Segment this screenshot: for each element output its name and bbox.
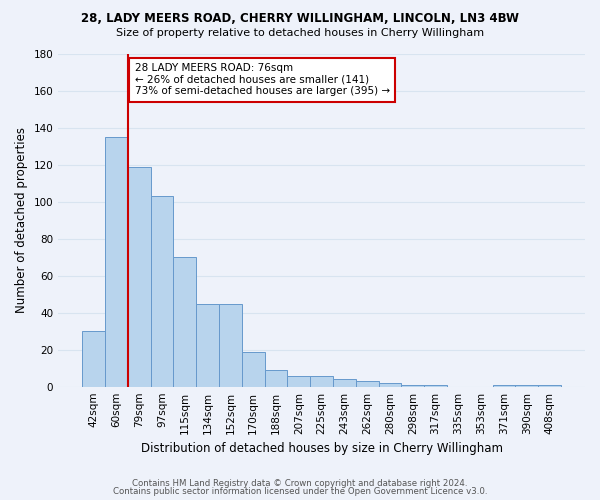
Bar [401,385,424,386]
Bar [151,196,173,386]
Text: 28, LADY MEERS ROAD, CHERRY WILLINGHAM, LINCOLN, LN3 4BW: 28, LADY MEERS ROAD, CHERRY WILLINGHAM, … [81,12,519,26]
Text: Size of property relative to detached houses in Cherry Willingham: Size of property relative to detached ho… [116,28,484,38]
Bar [242,352,265,386]
Bar [287,376,310,386]
Bar [356,381,379,386]
Bar [493,385,515,386]
Bar [219,304,242,386]
X-axis label: Distribution of detached houses by size in Cherry Willingham: Distribution of detached houses by size … [140,442,503,455]
Bar [105,137,128,386]
Text: Contains public sector information licensed under the Open Government Licence v3: Contains public sector information licen… [113,487,487,496]
Bar [379,383,401,386]
Bar [128,166,151,386]
Bar [310,376,333,386]
Y-axis label: Number of detached properties: Number of detached properties [15,128,28,314]
Bar [173,258,196,386]
Bar [196,304,219,386]
Text: Contains HM Land Registry data © Crown copyright and database right 2024.: Contains HM Land Registry data © Crown c… [132,478,468,488]
Bar [515,385,538,386]
Bar [333,380,356,386]
Bar [265,370,287,386]
Bar [82,331,105,386]
Bar [424,385,447,386]
Bar [538,385,561,386]
Text: 28 LADY MEERS ROAD: 76sqm
← 26% of detached houses are smaller (141)
73% of semi: 28 LADY MEERS ROAD: 76sqm ← 26% of detac… [134,63,389,96]
